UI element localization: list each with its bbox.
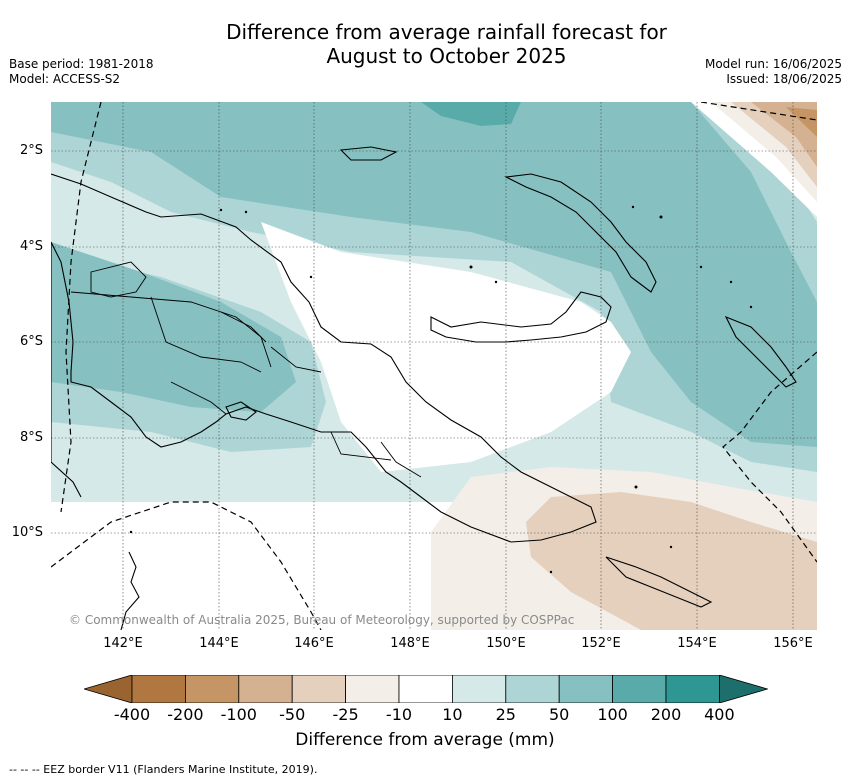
lon-label-146e: 146°E [294, 636, 334, 651]
colorbar-tick-label: -50 [279, 705, 306, 724]
colorbar-tick-label: 200 [650, 705, 682, 724]
lon-label-148e: 148°E [390, 636, 430, 651]
lat-label-4s: 4°S [19, 239, 43, 254]
contour-ne-minus100 [786, 107, 817, 137]
lat-label-10s: 10°S [11, 525, 43, 540]
map-title: Difference from average rainfall forecas… [0, 20, 850, 68]
manus-coast [339, 146, 398, 161]
louisiade-islands [605, 556, 713, 608]
contour-fills [51, 102, 817, 630]
colorbar-tick-label: -200 [167, 705, 204, 724]
lon-label-156e: 156°E [773, 636, 813, 651]
colorbar-segment [505, 675, 560, 703]
colorbar-segment [238, 675, 293, 703]
copyright-text: © Commonwealth of Australia 2025, Bureau… [69, 613, 575, 627]
gridlines [51, 102, 817, 630]
issued-date: Issued: 18/06/2025 [726, 72, 842, 86]
colorbar-tick-label: 10 [442, 705, 463, 724]
colorbar-tick-label: -25 [332, 705, 359, 724]
colorbar-segment [345, 675, 400, 703]
colorbar-tick-label: 400 [704, 705, 735, 724]
lat-label-8s: 8°S [19, 430, 43, 445]
colorbar-segment [185, 675, 240, 703]
lon-label-152e: 152°E [581, 636, 621, 651]
meta-right: Model run: 16/06/2025 Issued: 18/06/2025 [705, 57, 842, 87]
colorbar-segment [451, 675, 507, 703]
colorbar-segment [612, 675, 667, 703]
rainfall-map [51, 102, 817, 630]
coastlines [51, 146, 797, 630]
gulf-islands [225, 401, 257, 421]
colorbar-title: Difference from average (mm) [295, 730, 555, 750]
province-boundaries [70, 261, 422, 478]
map-title-line-1: Difference from average rainfall forecas… [226, 20, 667, 44]
contour-central-white [261, 222, 631, 472]
new-guinea-coast [51, 173, 597, 543]
lat-label-6s: 6°S [19, 334, 43, 349]
eez-footnote: -- -- -- EEZ border V11 (Flanders Marine… [9, 763, 318, 776]
lon-label-144e: 144°E [199, 636, 239, 651]
new-ireland-coast [504, 173, 657, 293]
contour-north-100-200 [421, 102, 521, 126]
lat-label-2s: 2°S [19, 143, 43, 158]
lon-label-150e: 150°E [486, 636, 526, 651]
base-period: Base period: 1981-2018 [9, 57, 154, 71]
eez-borders [51, 102, 817, 630]
colorbar-segments [84, 675, 768, 703]
contour-south-minus25-minus50 [526, 492, 817, 630]
small-islands [129, 205, 753, 574]
meta-left: Base period: 1981-2018 Model: ACCESS-S2 [9, 57, 154, 87]
contour-west-50-100 [51, 242, 296, 412]
colorbar-extension-low [84, 675, 133, 703]
colorbar-tick-label: -400 [113, 705, 151, 724]
colorbar-segment [665, 675, 720, 703]
colorbar-segment [131, 675, 186, 703]
model-run: Model run: 16/06/2025 [704, 57, 842, 71]
colorbar-tick-label: -100 [220, 705, 257, 724]
colorbar-segment [398, 675, 453, 703]
bougainville-coast [724, 315, 797, 388]
new-britain-coast [430, 291, 612, 343]
lon-label-154e: 154°E [677, 636, 717, 651]
map-title-line-2: August to October 2025 [326, 44, 567, 68]
contour-north-50-100 [51, 102, 817, 447]
colorbar-segment [558, 675, 614, 703]
model-name: Model: ACCESS-S2 [9, 72, 121, 86]
map-panel[interactable]: © Commonwealth of Australia 2025, Bureau… [51, 102, 817, 630]
colorbar-tick-label: 50 [549, 705, 570, 724]
colorbar-tick-label: 25 [495, 705, 516, 724]
cape-york-coast [120, 551, 140, 630]
lon-label-142e: 142°E [103, 636, 143, 651]
colorbar-tick-label: -10 [385, 705, 413, 724]
colorbar-tick-label: 100 [597, 705, 628, 724]
colorbar [84, 675, 768, 703]
west-border-region [51, 242, 82, 498]
colorbar-segment [291, 675, 346, 703]
colorbar-extension-high [719, 675, 768, 703]
